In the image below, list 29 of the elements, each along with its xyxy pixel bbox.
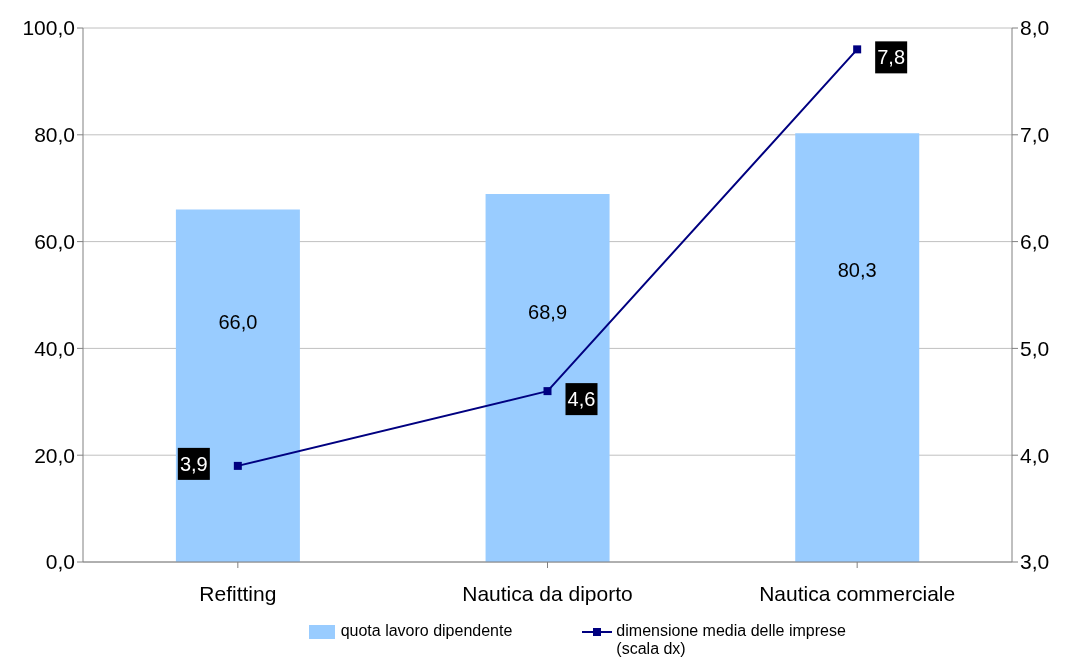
point	[543, 387, 552, 396]
y-tick-label: 80,0	[34, 123, 75, 147]
data-label: 7,8	[877, 46, 906, 69]
data-label: 68,9	[528, 300, 568, 323]
x-tick-label: Refitting	[199, 581, 277, 605]
data-label: 80,3	[837, 259, 877, 282]
point	[853, 45, 862, 54]
bar	[485, 194, 610, 562]
data-label: 4,6	[567, 388, 596, 411]
bar	[175, 209, 300, 562]
y2-tick-label: 8,0	[1020, 16, 1050, 40]
y2-tick-label: 7,0	[1020, 123, 1050, 147]
y2-tick-label: 4,0	[1020, 443, 1050, 467]
y-tick-label: 0,0	[45, 550, 75, 574]
y-tick-label: 60,0	[34, 230, 75, 254]
x-tick-label: Nautica da diporto	[462, 581, 633, 605]
x-tick-label: Nautica commerciale	[759, 581, 956, 605]
point	[233, 461, 242, 470]
data-label: 3,9	[179, 452, 208, 475]
legend-label: quota lavoro dipendente	[340, 622, 513, 640]
y-tick-label: 100,0	[22, 16, 75, 40]
y2-tick-label: 3,0	[1020, 550, 1050, 574]
y2-tick-label: 5,0	[1020, 336, 1050, 360]
data-label: 66,0	[218, 311, 258, 334]
bar	[795, 133, 920, 562]
legend-label: dimensione media delle imprese (scala dx)	[616, 622, 847, 658]
y2-tick-label: 6,0	[1020, 230, 1050, 254]
y-tick-label: 20,0	[34, 443, 75, 467]
y-tick-label: 40,0	[34, 336, 75, 360]
